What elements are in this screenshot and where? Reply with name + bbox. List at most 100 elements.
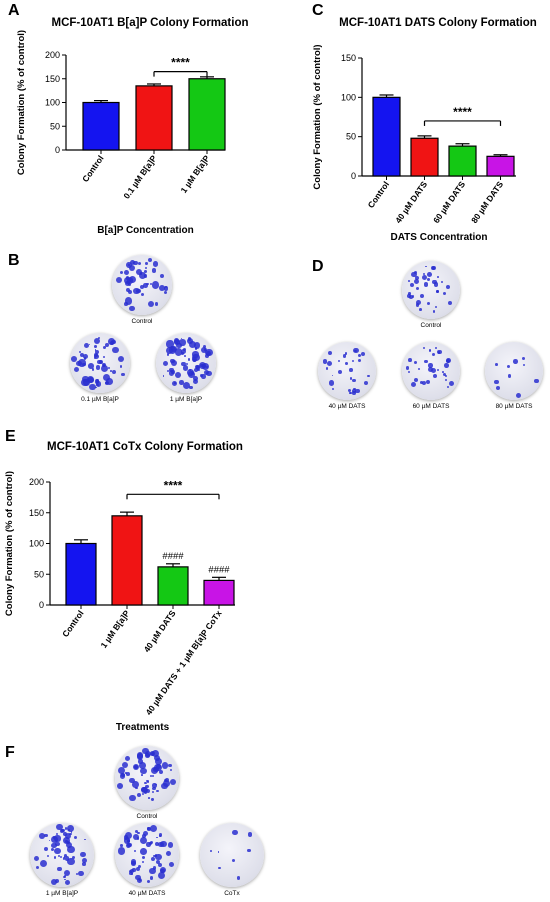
- colony-dot: [196, 365, 200, 370]
- colony-dot: [148, 797, 150, 799]
- colony-dot: [78, 870, 84, 876]
- colony-dot: [151, 857, 156, 862]
- culture-plate-f-3: [115, 823, 179, 887]
- colony-dot: [437, 351, 441, 354]
- chart-a-ytick-label: 0: [55, 145, 60, 155]
- colony-dot: [73, 366, 80, 373]
- colony-dot: [67, 828, 71, 832]
- colony-dot: [167, 842, 174, 848]
- colony-dot: [151, 775, 154, 778]
- colony-dot: [121, 773, 126, 778]
- colony-dot: [67, 857, 75, 865]
- panel-letter-d: D: [312, 258, 324, 275]
- colony-dot: [129, 264, 136, 272]
- colony-dot: [155, 860, 161, 865]
- colony-dot: [152, 268, 157, 273]
- colony-dot: [125, 772, 127, 774]
- colony-dot: [140, 292, 145, 297]
- colony-dot: [128, 264, 131, 267]
- colony-dot: [146, 842, 151, 847]
- colony-dot: [169, 367, 174, 372]
- colony-dot: [444, 374, 448, 378]
- colony-dot: [63, 870, 71, 877]
- chart-c-category-label: 80 µM DATS: [469, 179, 505, 225]
- colony-dot: [352, 391, 356, 395]
- colony-dot: [53, 856, 57, 859]
- colony-dot: [205, 354, 209, 359]
- colony-dot: [126, 842, 131, 848]
- colony-dot: [139, 272, 147, 280]
- colony-dot: [168, 370, 174, 376]
- colony-dot: [441, 281, 444, 284]
- colony-dot: [117, 766, 125, 775]
- colony-dot: [76, 873, 79, 876]
- colony-dot: [119, 365, 123, 369]
- colony-dot: [146, 282, 149, 286]
- colony-dot: [149, 824, 158, 833]
- colony-dot: [428, 362, 433, 368]
- colony-dot: [247, 848, 251, 852]
- colony-dot: [132, 781, 140, 788]
- colony-dot: [51, 842, 57, 849]
- plate-label: 1 µM B[a]P: [45, 890, 79, 897]
- colony-dot: [121, 372, 125, 377]
- colony-dot: [495, 386, 500, 391]
- colony-dot: [443, 373, 447, 377]
- colony-dot: [39, 832, 45, 839]
- colony-dot: [357, 353, 361, 357]
- colony-dot: [59, 855, 63, 859]
- colony-dot: [67, 825, 74, 833]
- colony-dot: [422, 273, 425, 276]
- colony-dot: [352, 360, 355, 363]
- colony-dot: [119, 270, 124, 275]
- colony-dot: [63, 875, 67, 878]
- colony-dot: [126, 287, 131, 292]
- colony-dot: [193, 376, 199, 381]
- colony-dot: [142, 830, 148, 836]
- culture-plate-d-3: [402, 342, 460, 400]
- chart-c-ylabel: Colony Formation (% of control): [312, 44, 323, 189]
- colony-dot: [432, 310, 436, 313]
- colony-dot: [73, 835, 78, 839]
- colony-dot: [161, 762, 169, 769]
- colony-dot: [59, 829, 64, 834]
- colony-dot: [115, 277, 123, 284]
- chart-a-significance: ****: [171, 56, 190, 70]
- colony-dot: [442, 291, 447, 296]
- colony-dot: [217, 850, 220, 853]
- colony-dot: [182, 382, 190, 390]
- colony-dot: [34, 855, 40, 861]
- colony-dot: [109, 369, 112, 372]
- colony-dot: [155, 836, 158, 839]
- colony-dot: [236, 876, 241, 880]
- colony-dot: [143, 273, 148, 278]
- colony-dot: [87, 377, 94, 383]
- colony-dot: [164, 778, 170, 783]
- chart-a-bar: [135, 85, 173, 151]
- colony-dot: [158, 833, 163, 837]
- colony-dot: [139, 837, 147, 845]
- colony-dot: [205, 348, 213, 357]
- colony-dot: [124, 755, 131, 762]
- culture-plate-f-4: [200, 823, 264, 887]
- colony-dot: [81, 857, 87, 863]
- colony-dot: [437, 368, 440, 371]
- colony-dot: [158, 841, 164, 847]
- colony-dot: [96, 379, 100, 383]
- panel-letter-b: B: [8, 252, 20, 269]
- colony-dot: [427, 272, 432, 278]
- colony-dot: [145, 262, 148, 266]
- colony-dot: [136, 792, 142, 797]
- colony-dot: [82, 362, 86, 367]
- colony-dot: [176, 342, 183, 349]
- colony-dot: [168, 764, 172, 768]
- colony-dot: [337, 360, 340, 363]
- culture-plate-f-1: [115, 746, 179, 810]
- colony-dot: [64, 827, 68, 830]
- colony-dot: [179, 339, 186, 346]
- colony-dot: [132, 834, 139, 841]
- colony-dot: [168, 346, 176, 354]
- colony-dot: [521, 356, 525, 360]
- colony-dot: [63, 854, 67, 858]
- colony-dot: [101, 365, 109, 373]
